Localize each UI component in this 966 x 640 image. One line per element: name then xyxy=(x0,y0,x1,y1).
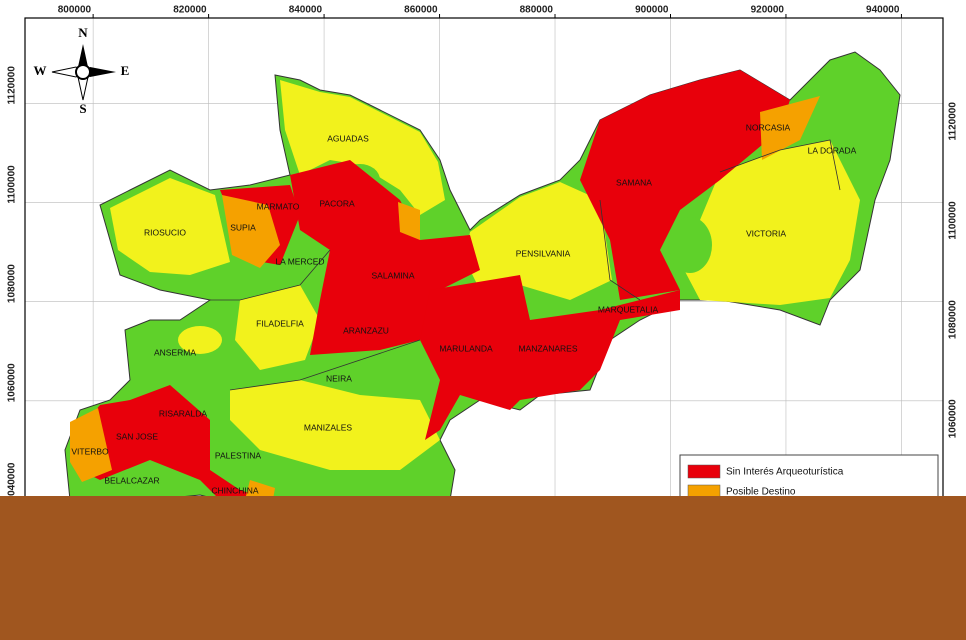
yellow-zone xyxy=(680,140,860,305)
orange-zone xyxy=(398,202,420,240)
yellow-zone xyxy=(280,80,445,215)
municipality-label: MARQUETALIA xyxy=(598,304,659,314)
municipality-label: MANZANARES xyxy=(518,343,577,353)
y-tick-label: 1080000 xyxy=(7,264,18,303)
yellow-zone xyxy=(465,182,612,300)
border xyxy=(229,339,421,391)
municipality-label: PACORA xyxy=(319,198,355,208)
x-tick-label: 840000 xyxy=(289,5,323,16)
municipality-labels: AGUADAS PACORA MARMATO SUPIA RIOSUCIO LA… xyxy=(71,122,856,495)
y-tick-label: 1120000 xyxy=(948,102,959,141)
municipality-label: PALESTINA xyxy=(215,450,261,460)
y-tick-label: 1080000 xyxy=(948,300,959,339)
orange-zone xyxy=(222,195,280,268)
municipality-label: NEIRA xyxy=(326,373,352,383)
y-tick-label: 1100000 xyxy=(948,201,959,240)
yellow-zone xyxy=(178,326,222,354)
x-tick-label: 880000 xyxy=(520,5,554,16)
municipality-label: VICTORIA xyxy=(746,228,786,238)
compass-center xyxy=(75,64,91,80)
red-zone xyxy=(580,70,790,300)
x-tick-label: 800000 xyxy=(58,5,92,16)
border xyxy=(719,139,841,191)
municipality-label: FILADELFIA xyxy=(256,318,304,328)
x-tick-label: 900000 xyxy=(635,5,669,16)
cover-panel xyxy=(0,496,966,640)
compass-west: W xyxy=(34,63,47,78)
y-tick-label: 1060000 xyxy=(948,399,959,438)
yellow-zone xyxy=(110,178,230,275)
border xyxy=(599,199,641,301)
legend-label: Sin Interés Arqueoturística xyxy=(726,467,844,478)
compass-arrow xyxy=(83,67,116,77)
municipality-label: PENSILVANIA xyxy=(516,248,571,258)
yellow-zone xyxy=(235,285,320,370)
municipality-label: LA MERCED xyxy=(275,256,324,266)
orange-zone xyxy=(760,96,820,160)
municipality-label: CHINCHINA xyxy=(211,485,259,495)
municipality-label: LA DORADA xyxy=(808,145,857,155)
y-tick-label: 1100000 xyxy=(7,165,18,204)
red-zone xyxy=(420,275,680,440)
yellow-zone xyxy=(230,380,440,470)
municipality-label: NORCASIA xyxy=(746,122,791,132)
municipality-label: MANIZALES xyxy=(304,422,353,432)
x-tick-label: 920000 xyxy=(751,5,785,16)
municipality-label: SAMANA xyxy=(616,177,652,187)
y-tick-label: 1040000 xyxy=(7,462,18,501)
municipality-label: VITERBO xyxy=(71,446,109,456)
y-tick-label: 1060000 xyxy=(7,363,18,402)
legend-label: Posible Destino xyxy=(726,487,796,498)
y-tick-label: 1120000 xyxy=(7,66,18,105)
municipality-label: SALAMINA xyxy=(372,270,415,280)
municipality-label: SAN JOSE xyxy=(116,431,158,441)
compass-south: S xyxy=(79,101,86,116)
orange-zone xyxy=(70,408,112,482)
municipality-label: AGUADAS xyxy=(327,133,369,143)
legend-swatch xyxy=(687,464,721,479)
border xyxy=(210,249,331,301)
compass-north: N xyxy=(78,25,88,40)
municipality-label: SUPIA xyxy=(230,222,256,232)
municipality-label: ARANZAZU xyxy=(343,325,389,335)
municipality-label: RISARALDA xyxy=(159,408,208,418)
department xyxy=(64,51,901,511)
x-tick-label: 860000 xyxy=(404,5,438,16)
municipality-label: MARULANDA xyxy=(439,343,493,353)
green-zone xyxy=(668,217,712,273)
x-tick-label: 820000 xyxy=(173,5,207,16)
municipality-label: BELALCAZAR xyxy=(104,475,159,485)
compass-east: E xyxy=(121,63,130,78)
municipality-label: MARMATO xyxy=(257,201,300,211)
x-tick-label: 940000 xyxy=(866,5,900,16)
municipality-label: RIOSUCIO xyxy=(144,227,186,237)
red-zone xyxy=(70,385,270,500)
compass-rose: N S W E xyxy=(34,25,130,116)
municipality-label: ANSERMA xyxy=(154,347,196,357)
